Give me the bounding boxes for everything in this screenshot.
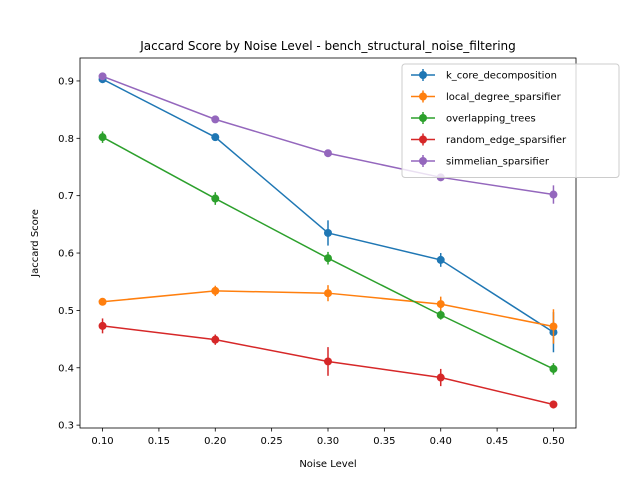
legend: k_core_decomposition local_degree_sparsif… <box>401 63 620 178</box>
data-point <box>436 255 445 264</box>
data-point <box>98 72 107 81</box>
data-point <box>324 357 332 366</box>
legend-box <box>401 63 620 178</box>
data-point <box>98 297 107 306</box>
data-point <box>549 322 558 331</box>
x-tick-label: 0.40 <box>430 436 452 447</box>
data-point <box>549 400 558 409</box>
y-tick-label: 0.9 <box>58 76 74 87</box>
legend-label: k_core_decomposition <box>446 71 557 82</box>
x-axis: 0.10 0.15 0.20 0.25 0.30 0.35 0.40 0.45 0.50 <box>91 428 565 447</box>
data-point <box>324 254 332 263</box>
y-tick-label: 0.7 <box>58 191 74 202</box>
data-point <box>211 115 220 124</box>
data-point <box>211 133 220 142</box>
legend-item: local_degree_sparsifier <box>411 90 562 103</box>
legend-item: simmelian_sparsifier <box>411 155 550 168</box>
y-tick-label: 0.4 <box>58 363 74 374</box>
data-point <box>211 335 220 344</box>
x-tick-label: 0.45 <box>486 436 508 447</box>
x-tick-label: 0.30 <box>317 436 339 447</box>
x-tick-label: 0.15 <box>148 436 170 447</box>
legend-item: overlapping_trees <box>411 112 536 125</box>
data-point <box>211 194 220 203</box>
legend-label: overlapping_trees <box>446 114 536 125</box>
series-layer <box>98 72 558 409</box>
series-random_edge_sparsifier <box>98 318 558 409</box>
y-axis-title: Jaccard Score <box>30 209 41 278</box>
legend-item: random_edge_sparsifier <box>411 133 567 146</box>
legend-swatch-marker <box>419 92 427 101</box>
legend-swatch-marker <box>419 157 427 165</box>
x-tick-label: 0.25 <box>261 436 283 447</box>
x-tick-label: 0.50 <box>542 436 564 447</box>
legend-swatch-marker <box>419 71 427 79</box>
data-point <box>324 289 332 298</box>
y-tick-label: 0.3 <box>58 421 74 432</box>
series-local_degree_sparsifier <box>98 285 558 344</box>
chart-title: Jaccard Score by Noise Level - bench_str… <box>139 39 516 53</box>
data-point <box>436 373 445 382</box>
x-axis-title: Noise Level <box>299 459 356 470</box>
x-tick-label: 0.20 <box>204 436 226 447</box>
data-point <box>98 133 107 142</box>
data-point <box>324 149 332 158</box>
legend-swatch-marker <box>419 114 427 122</box>
x-tick-label: 0.35 <box>373 436 395 447</box>
data-point <box>436 300 445 309</box>
legend-label: local_degree_sparsifier <box>446 92 562 103</box>
y-axis: 0.3 0.4 0.5 0.6 0.7 0.8 0.9 <box>58 76 80 432</box>
y-tick-label: 0.5 <box>58 306 74 317</box>
data-point <box>549 364 558 373</box>
plot-area: 0.10 0.15 0.20 0.25 0.30 0.35 0.40 0.45 0.50 0.3… <box>58 57 577 447</box>
data-point <box>549 190 558 199</box>
data-point <box>324 228 332 237</box>
legend-label: random_edge_sparsifier <box>446 135 567 146</box>
legend-swatch-marker <box>419 135 427 144</box>
y-tick-label: 0.8 <box>58 134 74 145</box>
legend-label: simmelian_sparsifier <box>446 157 550 168</box>
x-tick-label: 0.10 <box>91 436 113 447</box>
data-point <box>436 310 445 319</box>
data-point <box>211 286 220 295</box>
series-overlapping_trees <box>98 131 558 375</box>
y-tick-label: 0.6 <box>58 249 74 260</box>
data-point <box>98 321 107 330</box>
legend-item: k_core_decomposition <box>411 69 557 82</box>
